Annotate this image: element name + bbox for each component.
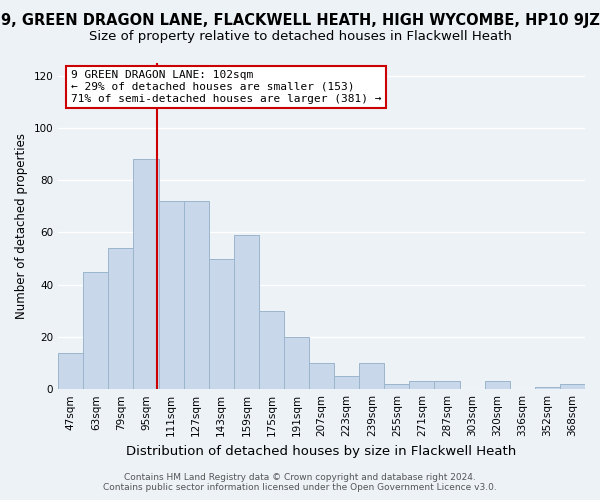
- Text: 9, GREEN DRAGON LANE, FLACKWELL HEATH, HIGH WYCOMBE, HP10 9JZ: 9, GREEN DRAGON LANE, FLACKWELL HEATH, H…: [1, 12, 599, 28]
- Text: Contains HM Land Registry data © Crown copyright and database right 2024.
Contai: Contains HM Land Registry data © Crown c…: [103, 473, 497, 492]
- Bar: [309, 363, 334, 389]
- Bar: [485, 382, 510, 389]
- Bar: [409, 382, 434, 389]
- Bar: [284, 337, 309, 389]
- Text: 9 GREEN DRAGON LANE: 102sqm
← 29% of detached houses are smaller (153)
71% of se: 9 GREEN DRAGON LANE: 102sqm ← 29% of det…: [71, 70, 381, 104]
- Bar: [560, 384, 585, 389]
- Bar: [83, 272, 109, 389]
- Y-axis label: Number of detached properties: Number of detached properties: [15, 133, 28, 319]
- Bar: [535, 386, 560, 389]
- Bar: [133, 159, 158, 389]
- Bar: [234, 235, 259, 389]
- Bar: [109, 248, 133, 389]
- Bar: [259, 311, 284, 389]
- X-axis label: Distribution of detached houses by size in Flackwell Heath: Distribution of detached houses by size …: [127, 444, 517, 458]
- Bar: [158, 201, 184, 389]
- Bar: [359, 363, 385, 389]
- Bar: [184, 201, 209, 389]
- Bar: [434, 382, 460, 389]
- Bar: [58, 352, 83, 389]
- Bar: [209, 258, 234, 389]
- Bar: [334, 376, 359, 389]
- Text: Size of property relative to detached houses in Flackwell Heath: Size of property relative to detached ho…: [89, 30, 511, 43]
- Bar: [385, 384, 409, 389]
